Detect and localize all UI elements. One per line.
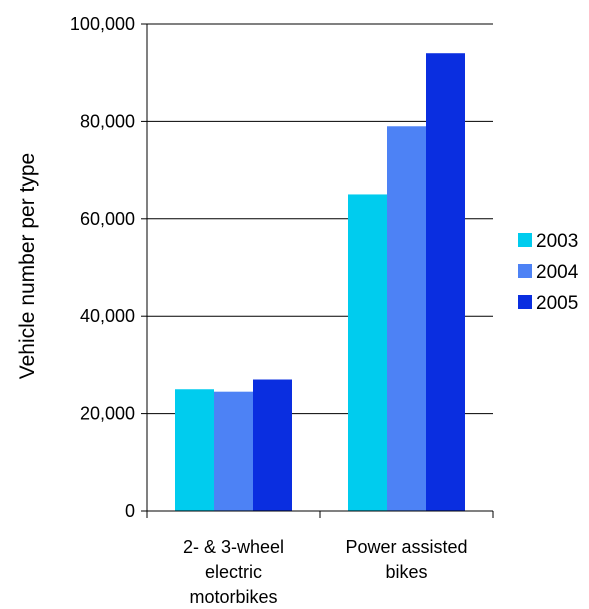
legend-swatch-2003 [518, 233, 532, 247]
y-tick-label: 60,000 [80, 209, 135, 229]
axes [146, 24, 494, 518]
legend-swatch-2004 [518, 264, 532, 278]
legend-label-2004: 2004 [536, 262, 579, 283]
bar-2004-1 [214, 391, 253, 511]
x-category-line: 2- & 3-wheel [183, 537, 284, 557]
x-category-line: Power assisted [345, 537, 467, 557]
y-tick-label: 20,000 [80, 404, 135, 424]
legend-label-2005: 2005 [536, 293, 578, 314]
y-axis-title: Vehicle number per type [16, 153, 39, 379]
bars [175, 53, 465, 512]
legend-swatch-2005 [518, 295, 532, 309]
y-tick-label: 80,000 [80, 111, 135, 131]
y-tick-label: 40,000 [80, 306, 135, 326]
y-tick-label: 100,000 [70, 14, 135, 34]
x-category-label: 2- & 3-wheel electric motorbikes [183, 537, 284, 607]
y-tick-label: 0 [125, 501, 135, 521]
x-category-label: Power assisted bikes [345, 537, 467, 582]
bar-2003-2 [348, 194, 387, 511]
bar-2005-1 [253, 379, 292, 511]
x-category-line: motorbikes [189, 587, 277, 607]
legend: 2003 2004 2005 [518, 231, 579, 314]
bar-2005-2 [426, 53, 465, 511]
x-category-line: bikes [385, 562, 427, 582]
bar-2004-2 [387, 126, 426, 512]
x-category-line: electric [205, 562, 262, 582]
x-axis-categories: 2- & 3-wheel electric motorbikes Power assi… [183, 537, 468, 607]
bar-2003-1 [175, 389, 214, 511]
legend-label-2003: 2003 [536, 231, 578, 252]
y-axis-ticks: 0 20,000 40,000 60,000 80,000 100,000 [70, 14, 147, 521]
